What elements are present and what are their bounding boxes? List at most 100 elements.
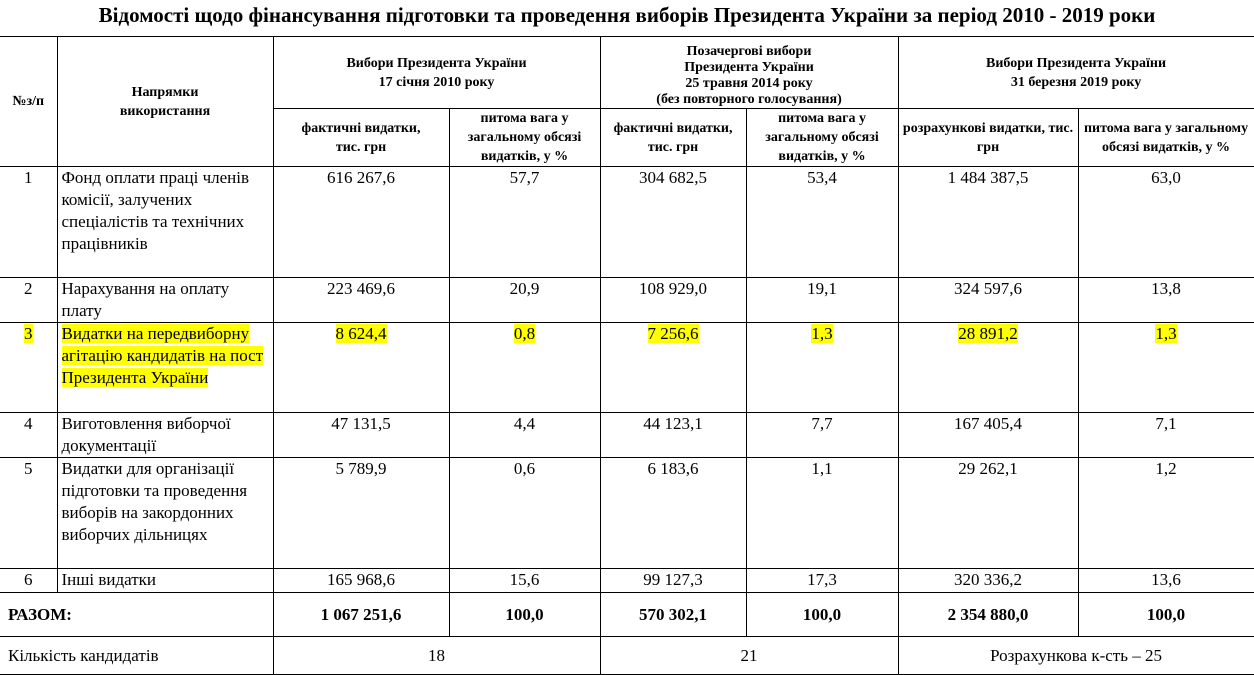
row-direction-text: Фонд оплати праці членів комісії, залуче… <box>61 168 250 253</box>
table-row: 4 Виготовлення виборчої документації 47 13… <box>0 412 1254 458</box>
cell-share-2014: 17,3 <box>745 568 899 593</box>
document-title: Відомості щодо фінансування підготовки т… <box>98 3 1156 27</box>
table-row: 1 Фонд оплати праці членів комісії, залуч… <box>0 166 1254 278</box>
cell-share-2014-text: 1,1 <box>811 459 833 478</box>
candidates-2019: Розрахункова к-сть – 25 <box>897 636 1254 675</box>
cell-share-2010: 0,6 <box>448 457 601 569</box>
cell-share-2019: 13,8 <box>1077 277 1254 323</box>
header-election-2010: Вибори Президента України 17 січня 2010 … <box>272 36 601 109</box>
header-2019-expenses: розрахункові видатки, тис. грн <box>897 108 1079 167</box>
table-row: 6 Інші видатки 165 968,6 15,6 99 127,3 17,3 32… <box>0 568 1254 593</box>
cell-share-2014: 19,1 <box>745 277 899 323</box>
cell-share-2014: 1,1 <box>745 457 899 569</box>
cell-share-2019-text: 1,3 <box>1155 324 1177 343</box>
cell-expenses-2014: 99 127,3 <box>599 568 747 593</box>
cell-share-2019: 13,6 <box>1077 568 1254 593</box>
total-2014-share: 100,0 <box>745 592 899 637</box>
cell-share-2010: 15,6 <box>448 568 601 593</box>
cell-share-2010-text: 20,9 <box>509 279 540 298</box>
row-num: 4 <box>0 412 58 458</box>
cell-share-2010: 4,4 <box>448 412 601 458</box>
cell-share-2010: 57,7 <box>448 166 601 278</box>
row-direction-text: Нарахування на оплату плату <box>61 279 230 320</box>
row-direction-text: Виготовлення виборчої документації <box>61 414 231 455</box>
cell-expenses-2014: 44 123,1 <box>599 412 747 458</box>
row-direction: Видатки на передвиборну агітацію кандида… <box>56 322 274 413</box>
header-2010-share: питома вага у загальному обсязі видатків… <box>448 108 601 167</box>
total-2019-expenses: 2 354 880,0 <box>897 592 1079 637</box>
cell-expenses-2019: 29 262,1 <box>897 457 1079 569</box>
cell-share-2019: 7,1 <box>1077 412 1254 458</box>
cell-expenses-2014: 108 929,0 <box>599 277 747 323</box>
cell-share-2014-text: 1,3 <box>811 324 833 343</box>
row-num: 2 <box>0 277 58 323</box>
cell-expenses-2019-text: 1 484 387,5 <box>947 168 1029 187</box>
cell-expenses-2014-text: 99 127,3 <box>643 570 703 589</box>
header-num: №з/п <box>0 36 58 167</box>
row-num: 6 <box>0 568 58 593</box>
cell-share-2014-text: 17,3 <box>807 570 837 589</box>
cell-expenses-2019-text: 28 891,2 <box>958 324 1018 343</box>
total-2010-expenses: 1 067 251,6 <box>272 592 450 637</box>
row-num-text: 6 <box>24 570 33 589</box>
cell-expenses-2014: 6 183,6 <box>599 457 747 569</box>
row-direction-text: Видатки для організації підготовки та пр… <box>61 459 248 544</box>
cell-expenses-2010-text: 165 968,6 <box>327 570 395 589</box>
cell-expenses-2019-text: 320 336,2 <box>954 570 1023 589</box>
cell-expenses-2019: 320 336,2 <box>897 568 1079 593</box>
table-row: 3 Видатки на передвиборну агітацію кандид… <box>0 322 1254 413</box>
cell-expenses-2014-text: 7 256,6 <box>647 324 699 343</box>
cell-share-2010: 0,8 <box>448 322 601 413</box>
row-num-text: 5 <box>24 459 33 478</box>
candidates-label: Кількість кандидатів <box>0 636 274 675</box>
cell-expenses-2010-text: 616 267,6 <box>327 168 395 187</box>
financing-table: №з/п Напрямки використання Вибори Презид… <box>0 36 1254 675</box>
cell-expenses-2014: 7 256,6 <box>599 322 747 413</box>
cell-share-2010-text: 0,8 <box>513 324 536 343</box>
cell-expenses-2014: 304 682,5 <box>599 166 747 278</box>
row-direction: Видатки для організації підготовки та пр… <box>56 457 274 569</box>
table-row: 2 Нарахування на оплату плату 223 469,6 20,… <box>0 277 1254 323</box>
row-num: 1 <box>0 166 58 278</box>
cell-expenses-2010-text: 223 469,6 <box>327 279 395 298</box>
cell-expenses-2010: 223 469,6 <box>272 277 450 323</box>
cell-expenses-2010-text: 5 789,9 <box>335 459 387 478</box>
row-num-text: 1 <box>24 168 33 187</box>
row-direction-text: Інші видатки <box>61 570 157 589</box>
cell-share-2014-text: 53,4 <box>807 168 837 187</box>
cell-share-2014-text: 19,1 <box>807 279 837 298</box>
header-direction: Напрямки використання <box>56 36 274 167</box>
total-2014-expenses: 570 302,1 <box>599 592 747 637</box>
cell-share-2010-text: 4,4 <box>513 414 536 433</box>
total-2019-share: 100,0 <box>1077 592 1254 637</box>
cell-expenses-2019: 28 891,2 <box>897 322 1079 413</box>
row-direction: Нарахування на оплату плату <box>56 277 274 323</box>
row-direction-text: Видатки на передвиборну агітацію кандида… <box>61 324 264 387</box>
cell-expenses-2010: 165 968,6 <box>272 568 450 593</box>
row-direction: Виготовлення виборчої документації <box>56 412 274 458</box>
row-num: 3 <box>0 322 58 413</box>
cell-expenses-2019: 1 484 387,5 <box>897 166 1079 278</box>
cell-expenses-2014-text: 6 183,6 <box>647 459 699 478</box>
cell-expenses-2019: 167 405,4 <box>897 412 1079 458</box>
cell-share-2014: 1,3 <box>745 322 899 413</box>
cell-share-2019-text: 63,0 <box>1151 168 1181 187</box>
cell-expenses-2010: 616 267,6 <box>272 166 450 278</box>
cell-expenses-2019-text: 29 262,1 <box>958 459 1018 478</box>
header-2019-share: питома вага у загальному обсязі видатків… <box>1077 108 1254 167</box>
row-num-text: 3 <box>24 324 33 343</box>
row-num: 5 <box>0 457 58 569</box>
total-label: РАЗОМ: <box>0 592 274 637</box>
cell-expenses-2010-text: 47 131,5 <box>331 414 391 433</box>
cell-expenses-2010: 8 624,4 <box>272 322 450 413</box>
cell-share-2019-text: 1,2 <box>1155 459 1177 478</box>
cell-share-2014-text: 7,7 <box>811 414 833 433</box>
row-direction: Інші видатки <box>56 568 274 593</box>
total-2010-share: 100,0 <box>448 592 601 637</box>
cell-expenses-2010: 5 789,9 <box>272 457 450 569</box>
cell-expenses-2010: 47 131,5 <box>272 412 450 458</box>
header-2014-share: питома вага у загальному обсязі видатків… <box>745 108 899 167</box>
candidates-2014: 21 <box>599 636 899 675</box>
candidates-2010: 18 <box>272 636 601 675</box>
cell-expenses-2010-text: 8 624,4 <box>335 324 387 343</box>
